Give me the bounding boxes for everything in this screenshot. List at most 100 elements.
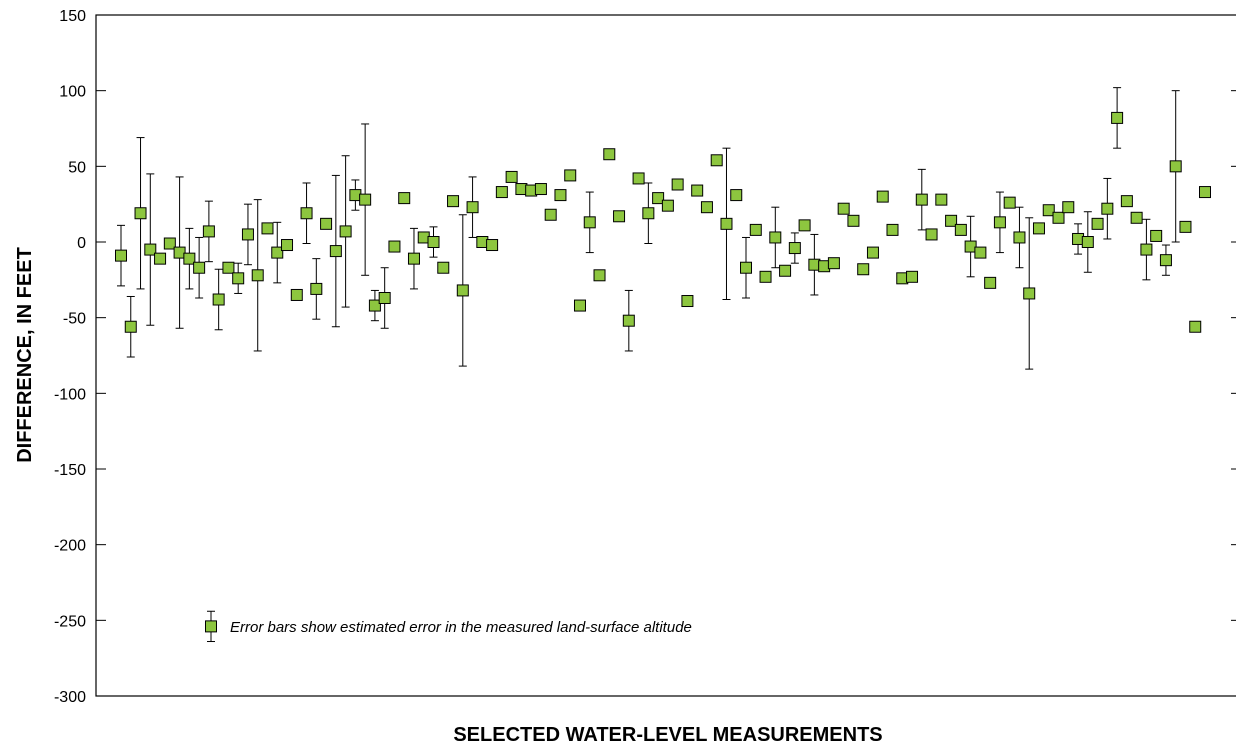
data-point [154,252,167,265]
data-point [759,270,772,283]
data-point [241,228,254,241]
data-point [720,217,733,230]
data-point [193,261,206,274]
data-point [866,246,879,259]
data-point [300,207,313,220]
data-point [534,183,547,196]
data-points [115,111,1211,333]
y-tick-label: -100 [54,386,86,403]
data-point [876,190,889,203]
data-point [163,237,176,250]
data-point [407,252,420,265]
data-point [857,263,870,276]
data-point [251,269,264,282]
data-point [222,261,235,274]
data-point [564,169,577,182]
data-point [1179,220,1192,233]
data-point [906,270,919,283]
data-point [447,195,460,208]
data-point [974,246,987,259]
data-point [935,193,948,206]
data-point [622,314,635,327]
data-point [593,269,606,282]
data-point [124,320,137,333]
data-point [886,223,899,236]
data-point [134,207,147,220]
data-point [486,239,499,252]
data-point [427,236,440,248]
data-point [1111,111,1124,124]
data-point [1169,160,1182,173]
data-point [1003,196,1016,209]
data-point [642,207,655,220]
data-point [671,178,684,191]
data-point [339,225,352,238]
data-point [573,299,586,312]
data-point [1062,201,1075,214]
data-point [652,192,665,205]
data-point [740,261,753,274]
data-point [378,291,391,304]
data-point [691,184,704,197]
data-point [359,193,372,206]
data-point [261,222,274,235]
data-point [661,199,674,212]
data-point [329,245,342,258]
data-point [183,252,196,265]
data-point [544,208,557,221]
data-point [115,249,127,262]
data-point [1081,236,1094,248]
data-point [290,288,303,301]
data-point [964,240,977,253]
data-point [368,299,381,312]
data-point [144,243,157,256]
data-point [1120,195,1133,208]
x-axis-title: SELECTED WATER-LEVEL MEASUREMENTS [453,724,882,746]
y-axis-title: DIFFERENCE, IN FEET [14,247,36,463]
data-point [632,172,645,185]
data-point [730,189,743,202]
data-point [466,201,479,214]
data-point [954,223,967,236]
legend: Error bars show estimated error in the m… [205,610,692,643]
data-point [554,189,567,202]
data-point [1042,204,1055,217]
y-tick-label: 0 [77,235,86,252]
data-point [202,225,215,238]
data-point [681,295,694,308]
data-point [1199,186,1211,199]
data-point [1140,243,1153,256]
error-bars [117,87,1209,370]
data-point [388,240,401,253]
data-point [769,231,782,244]
y-tick-label: -250 [54,613,86,630]
data-point [398,192,411,205]
data-point [945,214,958,227]
data-point [1130,211,1143,224]
data-point [1023,287,1036,300]
data-point [603,148,616,161]
data-point [788,242,801,255]
data-point [320,217,333,230]
plot-area [95,14,1236,697]
data-point [212,293,225,306]
data-point [1159,254,1172,267]
data-point [1052,211,1065,224]
y-tick-label: -50 [63,311,86,328]
y-tick-label: 150 [59,8,86,25]
data-point [993,216,1006,229]
data-point [700,201,713,214]
legend-label: Error bars show estimated error in the m… [230,619,692,636]
y-axis: 150 100 50 0 -50 -100 -150 -200 -250 -300 [54,8,1236,706]
data-point [779,264,792,277]
data-point [847,214,860,227]
data-point [837,202,850,215]
data-point [827,257,840,270]
data-point [1032,222,1045,235]
data-point [1189,320,1202,333]
data-point [583,216,596,229]
data-point [798,219,811,232]
data-point [710,154,723,167]
data-point [281,239,294,252]
y-tick-label: 100 [59,84,86,101]
